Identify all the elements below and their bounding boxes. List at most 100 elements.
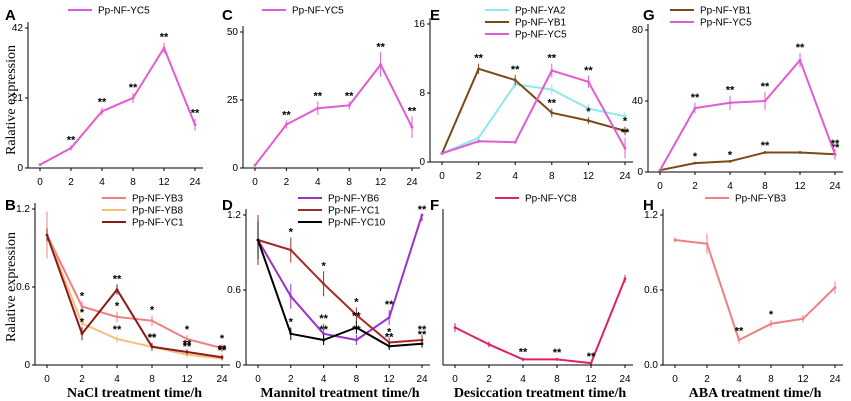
significance-mark-b: ** — [218, 344, 227, 356]
data-point-d — [420, 213, 424, 217]
significance-mark-a: ** — [129, 82, 138, 94]
data-point-d — [289, 332, 293, 336]
data-point-g — [693, 106, 697, 110]
significance-mark-h: * — [769, 309, 774, 321]
legend-label-a: Pp-NF-YC5 — [98, 6, 150, 17]
legend-label-g: Pp-NF-YB1 — [700, 6, 752, 17]
significance-mark-b: * — [185, 324, 190, 336]
significance-mark-d: ** — [418, 324, 427, 336]
x-tick-label-d: 2 — [288, 374, 294, 385]
x-tick-label-g: 12 — [794, 181, 806, 192]
y-tick-label-g: 40 — [632, 96, 644, 107]
x-tick-label-b: 2 — [79, 374, 85, 385]
data-point-d — [289, 294, 293, 298]
series-line-e — [441, 83, 626, 155]
y-tick-label-h: 1.2 — [644, 210, 658, 221]
significance-mark-e: * — [623, 116, 628, 128]
data-point-h — [833, 286, 837, 289]
significance-mark-b: ** — [218, 345, 227, 357]
data-point-g — [693, 161, 697, 165]
significance-mark-g: ** — [831, 142, 840, 154]
x-tick-label-e: 24 — [619, 171, 631, 182]
legend-label-h: Pp-NF-YB3 — [735, 194, 787, 205]
y-tick-label-g: 80 — [632, 25, 644, 36]
data-point-f — [453, 326, 457, 329]
data-point-d — [322, 332, 325, 336]
x-tick-label-c: 2 — [284, 177, 290, 188]
legend-label-e: Pp-NF-YA2 — [515, 6, 566, 17]
legend-label-g: Pp-NF-YC5 — [700, 18, 752, 29]
series-f-1: ** ** ** — [453, 275, 627, 365]
significance-mark-g: ** — [761, 140, 770, 152]
significance-mark-e: ** — [621, 127, 630, 139]
series-a-1: ** ** ** ** ** — [38, 32, 200, 167]
significance-mark-e: ** — [548, 53, 557, 65]
significance-mark-b: ** — [113, 273, 122, 285]
significance-mark-a: ** — [67, 134, 76, 146]
legend-label-b: Pp-NF-YB3 — [132, 194, 184, 205]
data-point-f — [589, 361, 593, 365]
panel-label-b: B — [5, 197, 16, 214]
significance-mark-d: ** — [385, 332, 394, 344]
significance-mark-d: * — [289, 317, 294, 329]
data-point-b — [80, 322, 84, 325]
y-tick-label-d: 0 — [235, 360, 241, 371]
data-point-c — [347, 104, 351, 107]
data-point-h — [737, 338, 741, 342]
y-tick-label-b: 0.6 — [16, 282, 30, 293]
x-tick-label-c: 4 — [315, 177, 321, 188]
series-line-c — [254, 63, 413, 166]
data-point-h — [673, 238, 677, 242]
x-tick-label-d: 24 — [416, 374, 428, 385]
series-line-d — [257, 214, 423, 341]
panel-label-c: C — [222, 7, 233, 24]
data-point-b — [115, 315, 119, 319]
series-b-2: ******* ** — [45, 228, 227, 362]
data-point-h — [769, 322, 773, 326]
data-point-d — [355, 313, 358, 317]
y-tick-label-c: 25 — [227, 95, 239, 106]
series-line-a — [39, 47, 196, 166]
data-point-d — [355, 326, 358, 329]
y-tick-label-e: 8 — [419, 88, 425, 99]
data-point-e — [550, 69, 554, 72]
significance-mark-f: ** — [519, 347, 528, 359]
series-line-g — [659, 151, 836, 172]
significance-mark-c: ** — [282, 109, 291, 121]
significance-mark-e: ** — [548, 98, 557, 110]
x-tick-label-h: 2 — [704, 374, 710, 385]
data-point-e — [623, 146, 627, 150]
data-point-g — [798, 58, 802, 62]
series-c-1: ** ** ** ** ** — [253, 41, 417, 167]
y-tick-label-b: 0 — [24, 360, 30, 371]
series-e-1 — [440, 80, 627, 156]
y-tick-label-e: 0 — [419, 157, 425, 168]
panel-label-h: H — [643, 197, 654, 214]
data-point-c — [253, 163, 257, 167]
legend-label-d: Pp-NF-YC1 — [328, 206, 380, 217]
x-tick-label-c: 24 — [406, 177, 418, 188]
significance-mark-g: * — [728, 149, 733, 161]
data-point-g — [658, 168, 662, 172]
y-tick-label-h: 0.0 — [644, 360, 658, 371]
significance-mark-g: ** — [691, 92, 700, 104]
series-b-1: ** *** — [45, 211, 225, 352]
x-tick-label-c: 8 — [346, 177, 352, 188]
data-point-e — [440, 151, 444, 155]
y-axis-title-top: Ralative expression — [4, 45, 19, 155]
significance-mark-b: ** — [148, 332, 157, 344]
significance-mark-b: * — [80, 290, 85, 302]
x-tick-label-d: 12 — [384, 374, 396, 385]
legend-label-c: Pp-NF-YC5 — [292, 6, 344, 17]
significance-mark-b: * — [115, 301, 120, 313]
data-point-f — [623, 277, 627, 281]
significance-mark-h: ** — [735, 325, 744, 337]
significance-mark-d: ** — [319, 313, 328, 325]
data-point-e — [513, 140, 517, 144]
x-tick-label-b: 0 — [44, 374, 50, 385]
legend-label-e: Pp-NF-YC5 — [515, 30, 567, 41]
